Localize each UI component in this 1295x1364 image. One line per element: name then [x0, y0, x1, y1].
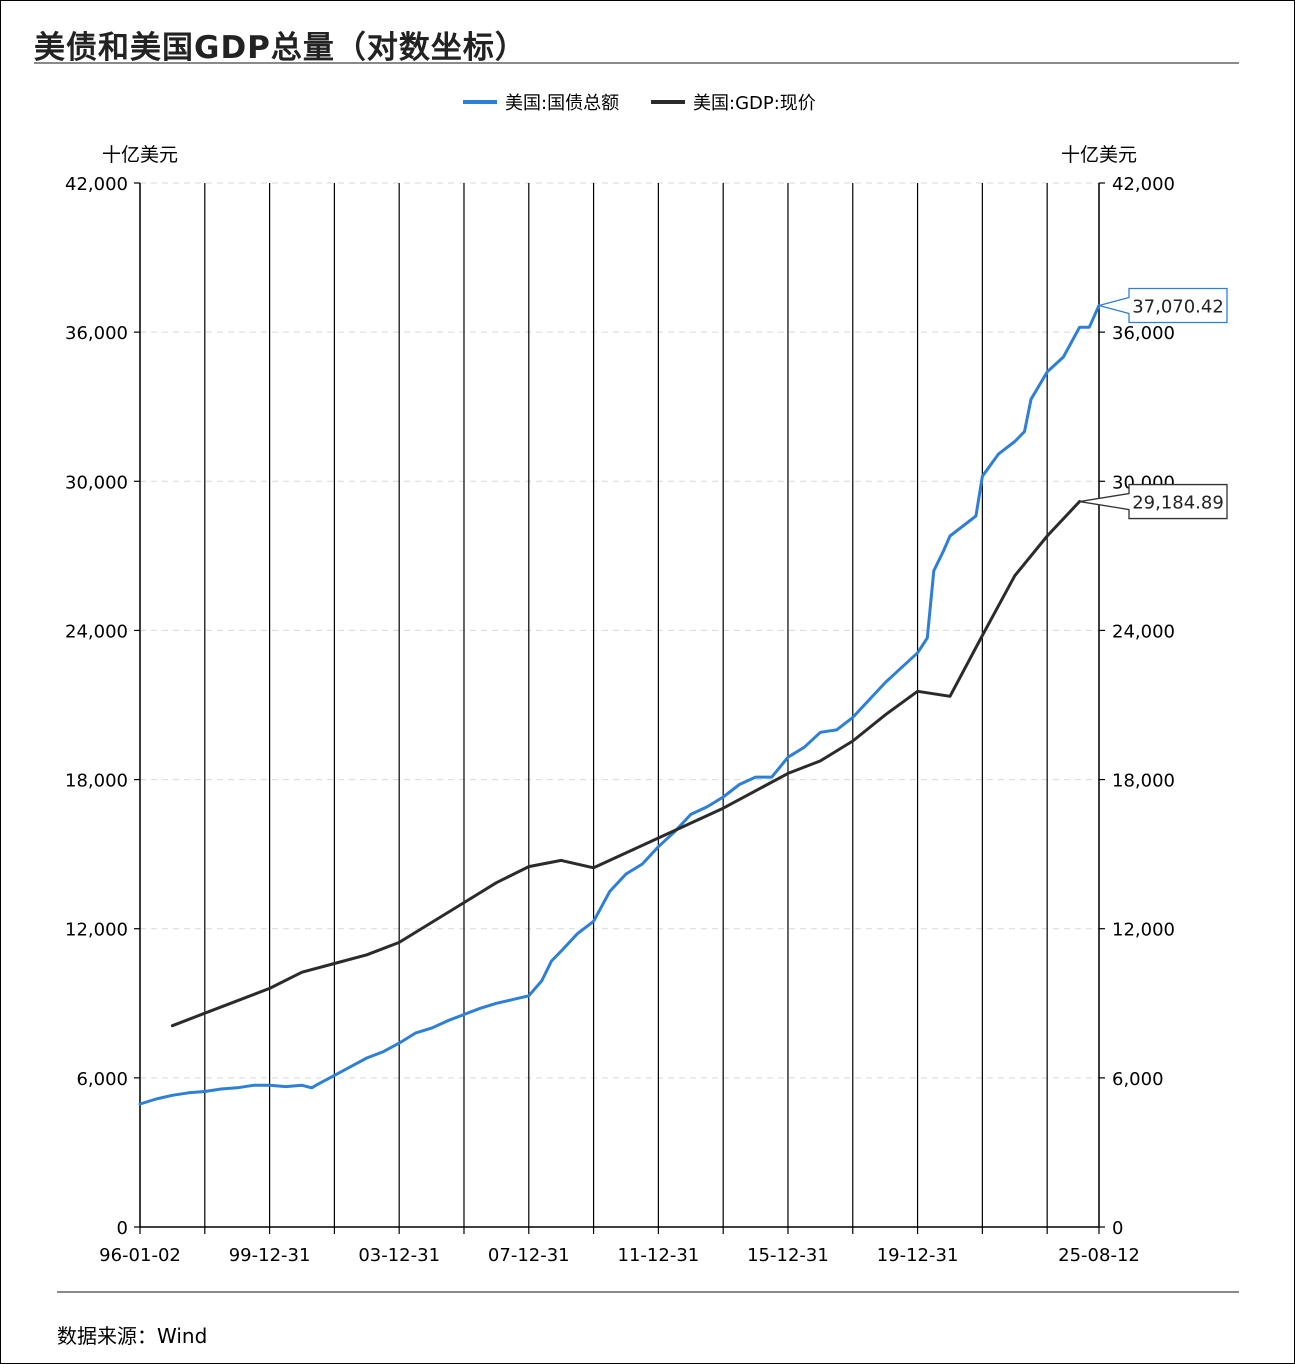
left-tick-label: 12,000 [65, 920, 128, 941]
vertical-gridlines [139, 183, 1100, 1227]
debt-series-line [138, 304, 1101, 1106]
x-tick-label: 19-12-31 [877, 1245, 959, 1266]
left-tick-label: 0 [117, 1218, 128, 1239]
right-tick-label: 36,000 [1112, 323, 1175, 344]
left-tick-label: 6,000 [76, 1069, 128, 1090]
callout-value: 37,070.42 [1132, 297, 1224, 318]
data-source: 数据来源：Wind [57, 1324, 208, 1348]
callout-value: 29,184.89 [1132, 493, 1224, 514]
left-tick-label: 36,000 [65, 323, 128, 344]
legend-label: 美国:国债总额 [505, 93, 619, 114]
footer-divider [57, 1291, 1239, 1293]
left-tick-label: 42,000 [65, 174, 128, 195]
legend-label: 美国:GDP:现价 [693, 93, 816, 114]
right-tick-label: 0 [1112, 1218, 1123, 1239]
gdp-series-line [170, 500, 1082, 1028]
right-tick-label: 12,000 [1112, 920, 1175, 941]
left-tick-label: 24,000 [65, 621, 128, 642]
x-tick-label: 15-12-31 [747, 1245, 829, 1266]
chart-title: 美债和美国GDP总量（对数坐标） [34, 30, 527, 66]
x-tick-label: 99-12-31 [229, 1245, 311, 1266]
left-axis-unit: 十亿美元 [102, 144, 178, 166]
callout-box [1079, 483, 1228, 520]
right-axis-unit: 十亿美元 [1061, 144, 1137, 166]
x-tick-label: 03-12-31 [358, 1245, 440, 1266]
right-tick-label: 18,000 [1112, 771, 1175, 792]
callout-box [1096, 287, 1228, 324]
right-tick-label: 42,000 [1112, 174, 1175, 195]
x-tick-label: 11-12-31 [618, 1245, 700, 1266]
left-tick-label: 30,000 [65, 472, 128, 493]
x-tick-label: 96-01-02 [99, 1245, 181, 1266]
horizontal-gridlines [140, 182, 1099, 1079]
right-tick-label: 6,000 [1112, 1069, 1164, 1090]
left-tick-label: 18,000 [65, 771, 128, 792]
x-tick-label: 07-12-31 [488, 1245, 570, 1266]
x-tick-label: 25-08-12 [1058, 1245, 1140, 1266]
value-callouts: 37,070.42 29,184.89 [1079, 287, 1228, 520]
title-divider [34, 62, 1239, 64]
right-tick-label: 24,000 [1112, 621, 1175, 642]
legend: 美国:国债总额 美国:GDP:现价 [463, 93, 816, 114]
series-layer [138, 304, 1101, 1106]
axes: 0 0 6,000 6,000 12,000 12,000 18,000 18,000 24,0… [65, 174, 1175, 1266]
